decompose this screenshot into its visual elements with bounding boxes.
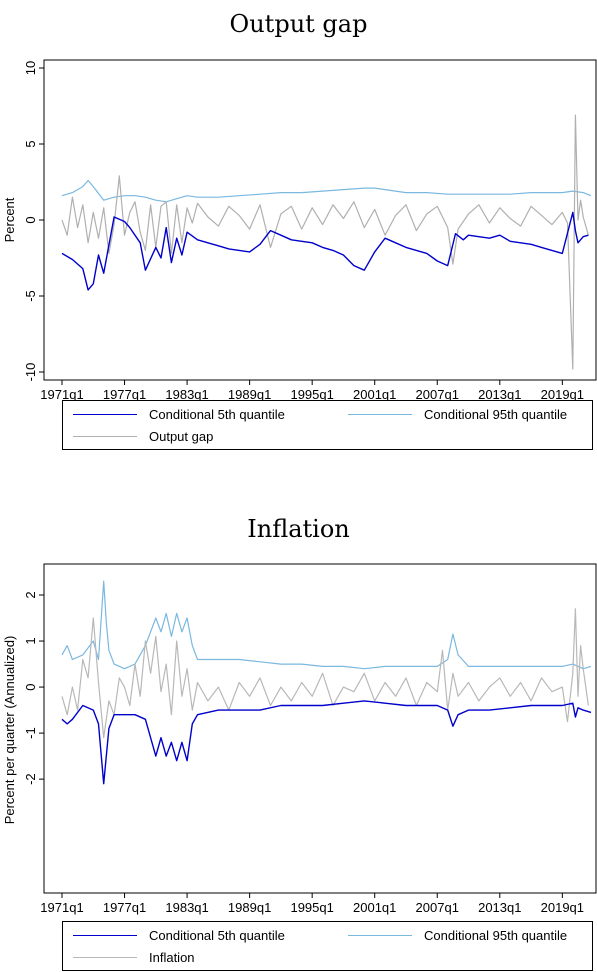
chart-title: Output gap: [229, 10, 368, 38]
y-tick-label: 2: [23, 591, 38, 598]
x-tick-label: 2019q1: [541, 900, 584, 915]
legend-item-95th: Conditional 95th quantile: [348, 406, 567, 422]
x-tick-label: 2013q1: [478, 900, 521, 915]
x-tick-label: 2013q1: [478, 387, 521, 402]
x-tick-label: 1971q1: [40, 387, 83, 402]
legend-item-5th: Conditional 5th quantile: [73, 927, 285, 943]
x-tick-label: 1995q1: [290, 900, 333, 915]
legend-item-5th: Conditional 5th quantile: [73, 406, 285, 422]
output-gap-panel: Output gap 10 5 0 -5 -10 1971q1 1977q1 1983q1 19…: [0, 0, 597, 470]
inflation-chart: 2 1 0 -1 -2 1971q1 1977q1 1983q1 1989q1 1995q1 200…: [2, 563, 597, 915]
series-line-conditional-95th-quantile: [61, 580, 592, 670]
legend-label-5th: Conditional 5th quantile: [149, 927, 285, 943]
y-axis-title: Percent per quarter (Annualized): [2, 636, 17, 825]
series-line-conditional-5th-quantile: [61, 211, 589, 291]
legend-item-inflation: Inflation: [73, 949, 195, 965]
x-tick-label: 1971q1: [40, 900, 83, 915]
x-tick-label: 1995q1: [290, 387, 333, 402]
chart-legend: Conditional 5th quantile Conditional 95t…: [62, 400, 593, 450]
x-tick-label: 1989q1: [228, 900, 271, 915]
x-tick-label: 2019q1: [541, 387, 584, 402]
y-tick-label: 10: [23, 61, 38, 75]
legend-swatch-inflation: [73, 956, 137, 958]
legend-label-95th: Conditional 95th quantile: [424, 406, 568, 422]
y-tick-label: 5: [23, 140, 38, 147]
y-tick-label: 0: [23, 216, 38, 223]
y-tick-label: 0: [23, 683, 38, 690]
legend-label-95th: Conditional 95th quantile: [424, 927, 568, 943]
legend-swatch-95th: [348, 413, 412, 415]
y-tick-label: -5: [23, 290, 38, 302]
inflation-panel: Inflation 2 1 0 -1 -2 1971q1 1977q1 1983q1 1989q…: [0, 505, 597, 972]
legend-swatch-output-gap: [73, 435, 137, 437]
series-line-conditional-5th-quantile: [61, 700, 592, 785]
y-tick-label: -1: [23, 727, 38, 739]
legend-swatch-5th: [73, 934, 137, 936]
chart-legend: Conditional 5th quantile Conditional 95t…: [62, 921, 593, 971]
x-tick-label: 2007q1: [416, 387, 459, 402]
y-axis-title: Percent: [2, 197, 17, 242]
x-tick-label: 1983q1: [165, 900, 208, 915]
x-tick-label: 2001q1: [353, 900, 396, 915]
x-tick-label: 1977q1: [103, 387, 146, 402]
x-tick-label: 1989q1: [228, 387, 271, 402]
legend-item-95th: Conditional 95th quantile: [348, 927, 567, 943]
legend-swatch-5th: [73, 413, 137, 415]
x-tick-label: 2007q1: [416, 900, 459, 915]
series-line-conditional-95th-quantile: [61, 179, 592, 203]
legend-item-output-gap: Output gap: [73, 428, 213, 444]
y-tick-label: -10: [23, 363, 38, 382]
x-tick-label: 1977q1: [103, 900, 146, 915]
legend-swatch-95th: [348, 934, 412, 936]
x-tick-label: 2001q1: [353, 387, 396, 402]
legend-label-5th: Conditional 5th quantile: [149, 406, 285, 422]
plot-frame: [43, 563, 597, 894]
x-tick-label: 1983q1: [165, 387, 208, 402]
series-line-output-gap: [61, 114, 589, 370]
y-tick-label: 1: [23, 637, 38, 644]
series-line-inflation: [61, 608, 589, 739]
y-tick-label: -2: [23, 773, 38, 785]
legend-label-output-gap: Output gap: [149, 428, 214, 444]
chart-title: Inflation: [247, 515, 350, 543]
legend-label-inflation: Inflation: [149, 949, 195, 965]
